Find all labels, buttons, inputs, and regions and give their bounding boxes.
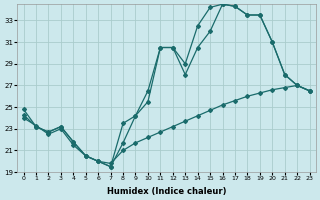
X-axis label: Humidex (Indice chaleur): Humidex (Indice chaleur) (107, 187, 226, 196)
